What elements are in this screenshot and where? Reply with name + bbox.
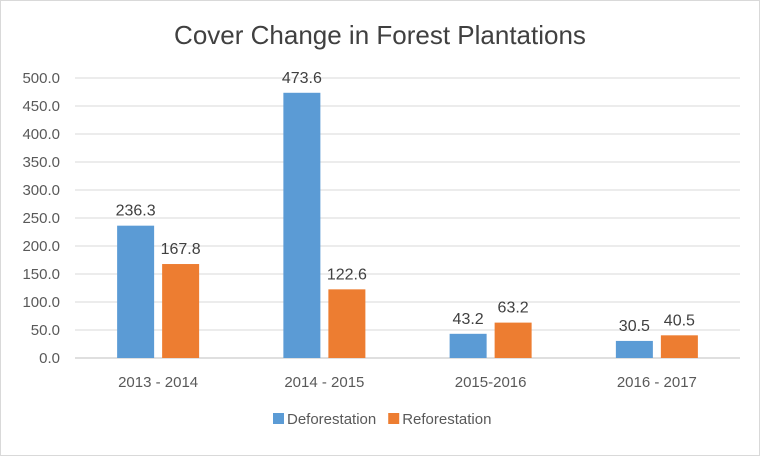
bar-reforestation [162, 264, 200, 358]
chart-title: Cover Change in Forest Plantations [174, 20, 586, 50]
x-tick-label: 2015-2016 [455, 374, 527, 391]
data-label: 43.2 [453, 311, 484, 328]
data-label: 236.3 [116, 203, 156, 220]
data-label: 40.5 [664, 312, 695, 329]
bar-deforestation [117, 225, 155, 358]
x-axis: 2013 - 2014 2014 - 2015 2015-2016 2016 - 20… [118, 374, 697, 391]
data-label: 63.2 [498, 300, 529, 317]
data-label: 122.6 [327, 266, 367, 283]
y-tick-label: 250.0 [22, 210, 60, 227]
data-labels: 236.3 167.8 473.6 122.6 43.2 63.2 30.5 40.5 [116, 70, 695, 335]
legend: Deforestation Reforestation [273, 411, 491, 428]
y-tick-label: 200.0 [22, 238, 60, 255]
data-label: 30.5 [619, 318, 650, 335]
y-tick-label: 50.0 [31, 322, 60, 339]
legend-swatch [388, 413, 400, 424]
legend-label: Deforestation [287, 411, 376, 428]
x-tick-label: 2013 - 2014 [118, 374, 198, 391]
y-tick-label: 350.0 [22, 154, 60, 171]
y-tick-label: 0.0 [39, 350, 60, 367]
data-label: 167.8 [161, 241, 201, 258]
bar-deforestation [283, 92, 321, 358]
x-tick-label: 2016 - 2017 [617, 374, 697, 391]
y-tick-label: 300.0 [22, 182, 60, 199]
bar-deforestation [449, 333, 487, 358]
y-axis: 0.0 50.0 100.0 150.0 200.0 250.0 300.0 350.0 400… [22, 70, 60, 367]
y-tick-label: 100.0 [22, 294, 60, 311]
y-tick-label: 400.0 [22, 126, 60, 143]
y-tick-label: 500.0 [22, 70, 60, 87]
legend-label: Reforestation [402, 411, 491, 428]
bars [117, 92, 698, 358]
bar-deforestation [615, 340, 653, 358]
bar-reforestation [660, 335, 698, 358]
data-label: 473.6 [282, 70, 322, 87]
bar-reforestation [494, 322, 532, 358]
y-tick-label: 450.0 [22, 98, 60, 115]
legend-swatch [273, 413, 284, 424]
bar-reforestation [328, 289, 366, 358]
y-tick-label: 150.0 [22, 266, 60, 283]
x-tick-label: 2014 - 2015 [284, 374, 364, 391]
